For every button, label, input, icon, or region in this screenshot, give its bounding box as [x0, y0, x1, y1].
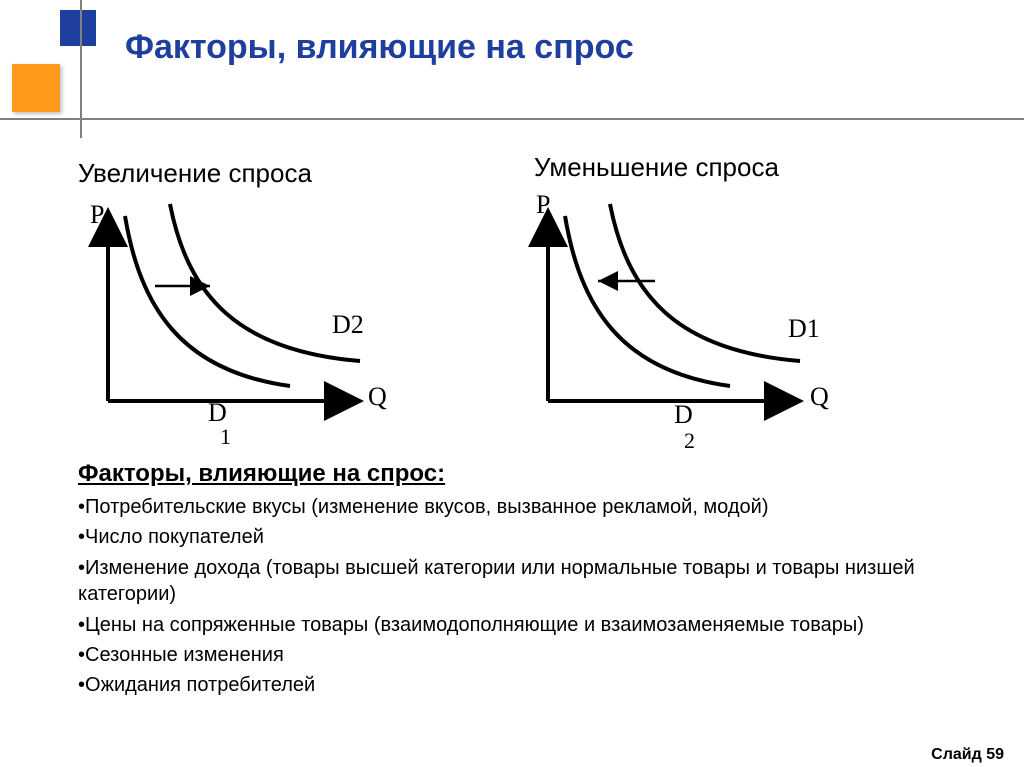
left-chart-heading: Увеличение спроса — [78, 158, 312, 189]
slide-number: Слайд 59 — [931, 746, 1004, 764]
list-item-text: Потребительские вкусы (изменение вкусов,… — [85, 496, 768, 518]
list-item-text: Изменение дохода (товары высшей категори… — [78, 557, 915, 605]
axis-label-p: P — [536, 190, 550, 220]
chart-left-svg — [60, 186, 420, 446]
slide-title: Факторы, влияющие на спрос — [125, 28, 634, 67]
curve-label-d-sub: 1 — [220, 424, 231, 450]
axis-label-p: P — [90, 200, 104, 230]
list-item-text: Ожидания потребителей — [85, 674, 315, 696]
factors-list: •Потребительские вкусы (изменение вкусов… — [78, 494, 978, 703]
right-chart-heading: Уменьшение спроса — [534, 152, 779, 183]
curve-d1-outer — [610, 204, 800, 361]
list-item: •Цены на сопряженные товары (взаимодопол… — [78, 612, 978, 638]
decor-square-orange — [12, 64, 60, 112]
list-item: •Число покупателей — [78, 524, 978, 550]
curve-d2-inner — [565, 216, 730, 386]
decor-square-blue — [60, 10, 96, 46]
factors-heading: Факторы, влияющие на спрос: — [78, 460, 445, 488]
chart-increase-demand: P Q D 1 D2 — [60, 186, 420, 446]
curve-label-d-sub: 2 — [684, 428, 695, 454]
list-item-text: Число покупателей — [85, 526, 264, 548]
axis-label-q: Q — [810, 382, 829, 412]
list-item: •Изменение дохода (товары высшей категор… — [78, 555, 978, 608]
curve-label-d2: D2 — [332, 310, 364, 340]
list-item-text: Сезонные изменения — [85, 644, 284, 666]
list-item: •Сезонные изменения — [78, 642, 978, 668]
curve-label-d: D — [674, 400, 693, 430]
list-item: •Потребительские вкусы (изменение вкусов… — [78, 494, 978, 520]
curve-label-d1: D1 — [788, 314, 820, 344]
curve-d — [125, 216, 290, 386]
decor-rule-horizontal — [0, 118, 1024, 120]
chart-decrease-demand: P Q D 2 D1 — [500, 186, 860, 446]
axis-label-q: Q — [368, 382, 387, 412]
list-item-text: Цены на сопряженные товары (взаимодополн… — [85, 614, 864, 636]
list-item: •Ожидания потребителей — [78, 672, 978, 698]
